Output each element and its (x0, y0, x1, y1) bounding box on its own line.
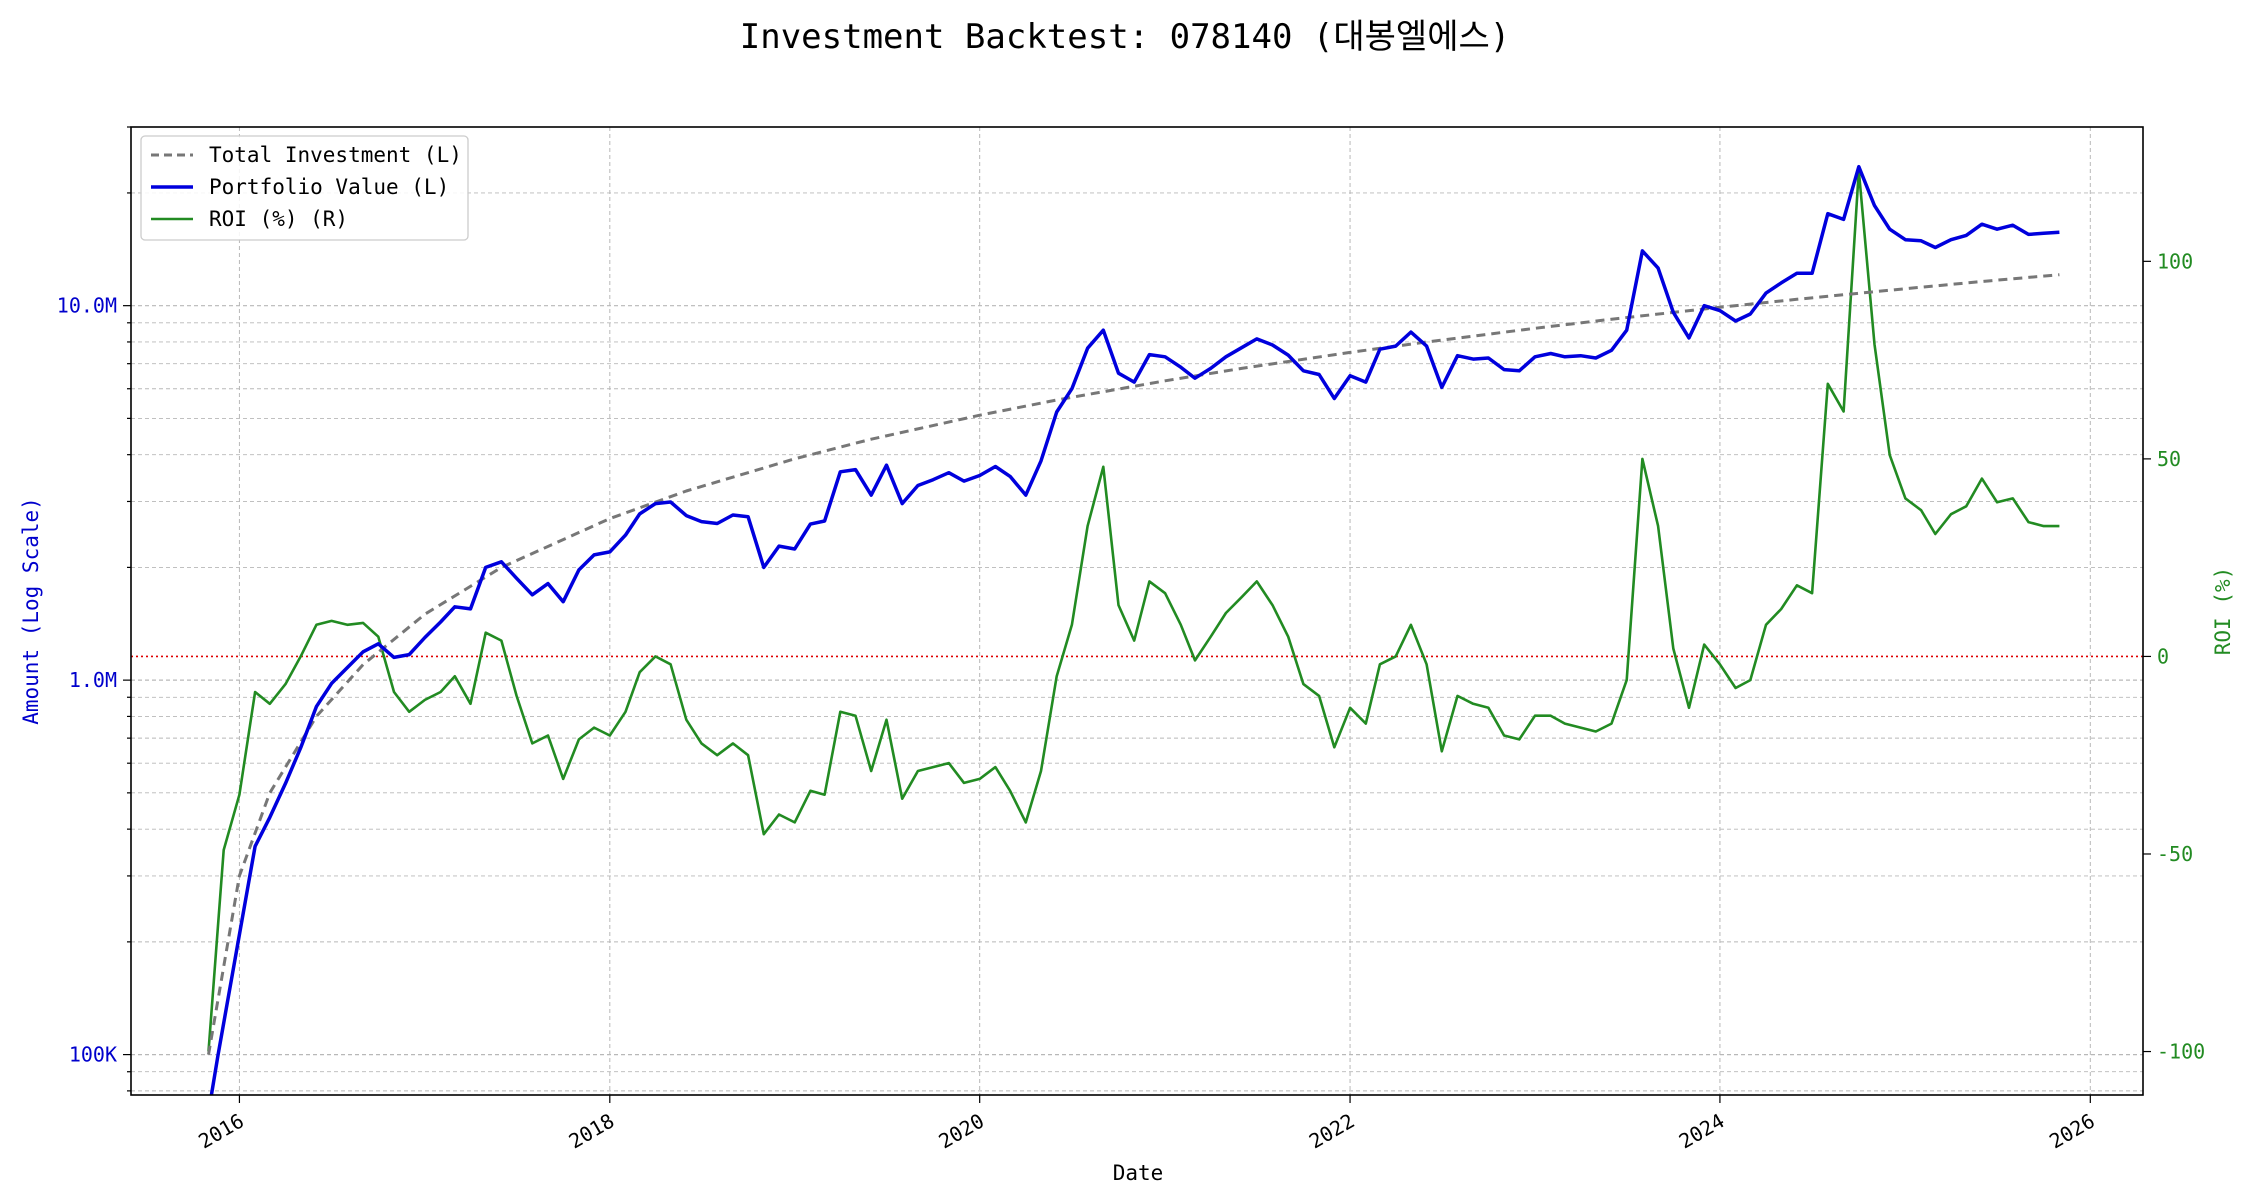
grid (131, 126, 2143, 1095)
right-tick-label: 50 (2157, 447, 2181, 471)
chart-title: Investment Backtest: 078140 (대봉엘에스) (740, 17, 1511, 57)
legend-entries: Total Investment (L) Portfolio Value (L) R… (151, 143, 462, 231)
roi-line (207, 169, 2060, 1052)
right-axis-title: ROI (%) (2211, 567, 2235, 656)
left-axis-ticks: 100K 1.0M 10.0M (57, 126, 131, 1092)
left-tick-label: 1.0M (69, 668, 117, 692)
right-tick-label: 100 (2157, 249, 2193, 273)
portfolio-value-line (209, 164, 2060, 1095)
legend-label: ROI (%) (R) (209, 207, 348, 231)
right-tick-label: -100 (2157, 1040, 2205, 1064)
left-axis-title: Amount (Log Scale) (19, 497, 43, 725)
legend-label: Portfolio Value (L) (209, 175, 449, 199)
legend-box (140, 135, 469, 241)
x-axis-title: Date (1113, 1161, 1164, 1185)
series-lines (207, 164, 2060, 1095)
total-investment-line (207, 273, 2060, 1055)
plot-frame (130, 126, 2144, 1096)
right-axis-ticks: -100 -50 0 50 100 (2143, 249, 2205, 1064)
right-tick-label: -50 (2157, 842, 2193, 866)
right-tick-label: 0 (2157, 644, 2169, 668)
legend: Total Investment (L) Portfolio Value (L) R… (140, 135, 469, 241)
legend-label: Total Investment (L) (209, 143, 462, 167)
left-tick-label: 100K (69, 1043, 117, 1067)
left-tick-label: 10.0M (57, 294, 117, 318)
